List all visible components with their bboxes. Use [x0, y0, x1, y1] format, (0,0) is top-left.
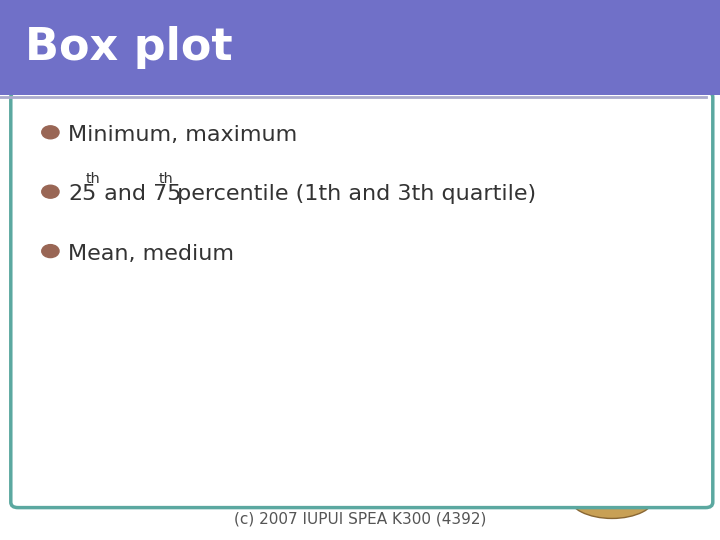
Text: Jaguars: Jaguars [585, 464, 639, 477]
Text: Minimum, maximum: Minimum, maximum [68, 125, 297, 145]
Text: (c) 2007 IUPUI SPEA K300 (4392): (c) 2007 IUPUI SPEA K300 (4392) [234, 512, 486, 527]
Text: and 75: and 75 [97, 184, 182, 205]
Ellipse shape [569, 475, 655, 518]
Text: Mean, medium: Mean, medium [68, 244, 235, 264]
Text: th: th [86, 172, 101, 186]
Text: percentile (1th and 3th quartile): percentile (1th and 3th quartile) [171, 184, 536, 205]
Text: th: th [159, 172, 174, 186]
Text: Box plot: Box plot [25, 26, 233, 69]
Text: IUPUI: IUPUI [597, 449, 627, 459]
Text: 25: 25 [68, 184, 96, 205]
